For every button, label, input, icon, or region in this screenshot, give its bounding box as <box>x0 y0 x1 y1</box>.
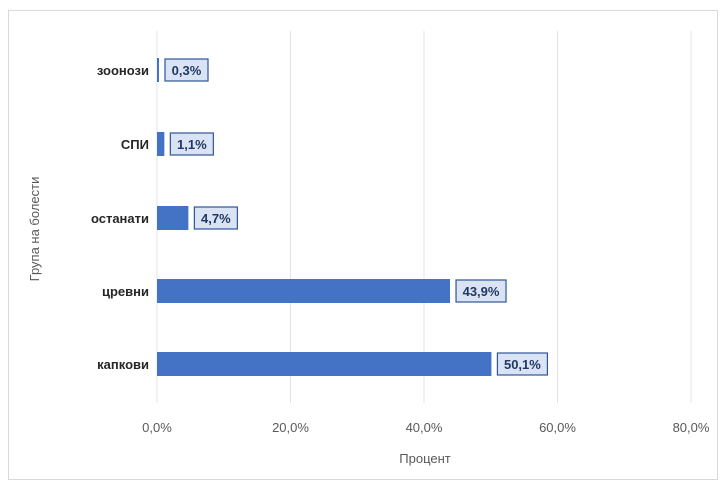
bar-2 <box>157 206 189 230</box>
data-labels: 0,3% 1,1% 4,7% 43,9% 50,1% <box>164 58 549 376</box>
category-label-2: останати <box>91 211 149 226</box>
bar-1 <box>157 132 165 156</box>
category-labels: зоонози СПИ останати цревни капкови <box>91 63 149 372</box>
x-tick-label-0: 0,0% <box>142 420 172 435</box>
data-label-box-4 <box>496 352 549 376</box>
x-tick-label-1: 20,0% <box>272 420 309 435</box>
data-label-2: 4,7% <box>201 211 231 226</box>
data-label-0: 0,3% <box>172 63 202 78</box>
x-tick-label-3: 60,0% <box>539 420 576 435</box>
bar-4 <box>157 352 492 376</box>
gridlines <box>156 31 692 403</box>
category-label-4: капкови <box>97 357 149 372</box>
data-label-1: 1,1% <box>177 137 207 152</box>
x-tick-label-4: 80,0% <box>673 420 710 435</box>
data-label-box-1 <box>169 132 214 156</box>
bars <box>157 58 492 376</box>
x-axis-title: Процент <box>399 451 451 466</box>
bar-3 <box>157 279 451 303</box>
chart-frame: 0,3% 1,1% 4,7% 43,9% 50,1% зоонози СПИ останат… <box>8 10 718 480</box>
data-label-4: 50,1% <box>504 357 541 372</box>
category-label-1: СПИ <box>121 137 149 152</box>
x-tick-labels: 0,0% 20,0% 40,0% 60,0% 80,0% <box>142 420 710 435</box>
x-tick-label-2: 40,0% <box>406 420 443 435</box>
y-axis-title: Група на болести <box>27 177 42 282</box>
data-label-box-2 <box>193 206 238 230</box>
data-label-box-3 <box>455 279 507 303</box>
bar-chart: 0,3% 1,1% 4,7% 43,9% 50,1% зоонози СПИ останат… <box>27 31 710 466</box>
category-label-3: цревни <box>102 284 149 299</box>
data-label-box-0 <box>164 58 209 82</box>
data-label-3: 43,9% <box>463 284 500 299</box>
category-label-0: зоонози <box>97 63 149 78</box>
bar-0 <box>157 58 160 82</box>
